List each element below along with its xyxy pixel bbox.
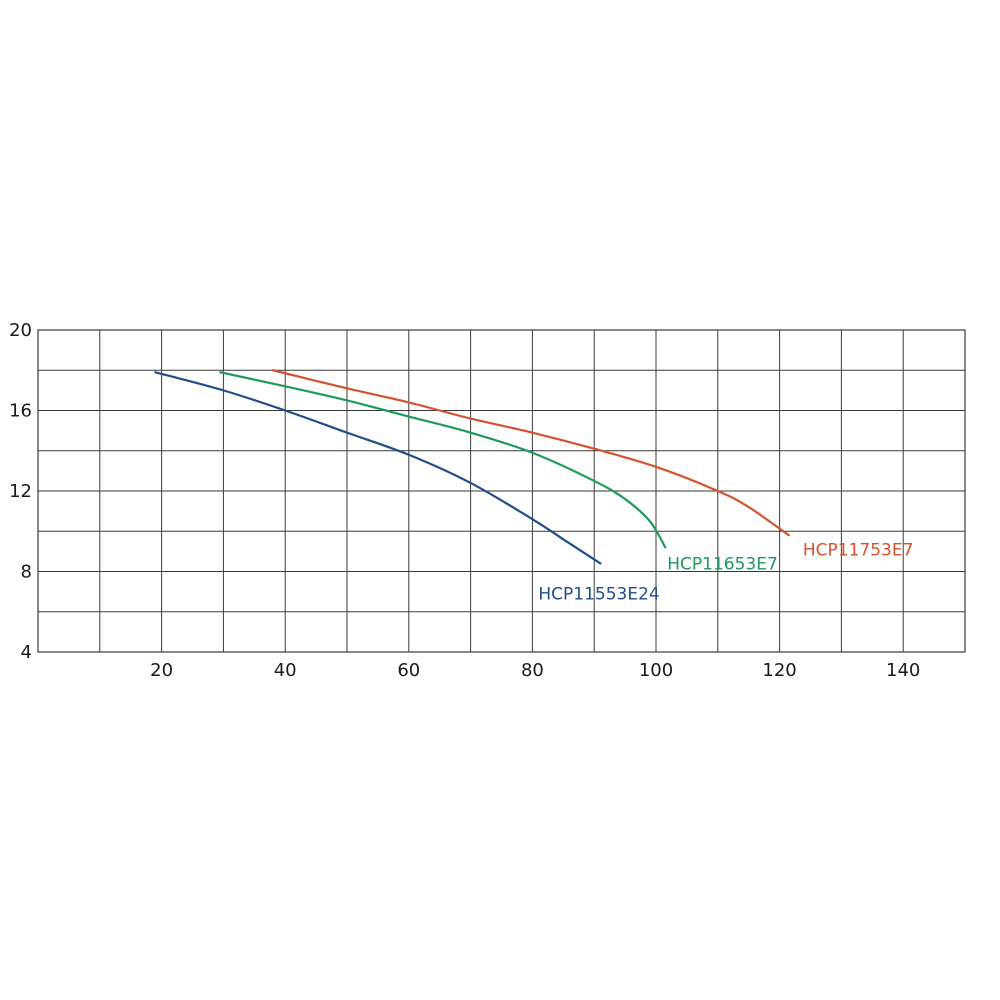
series-line-hcp11653e7 — [219, 371, 667, 549]
y-tick-label: 12 — [9, 481, 32, 502]
y-tick-label: 16 — [9, 401, 32, 422]
x-tick-label: 100 — [639, 660, 673, 681]
x-tick-label: 40 — [274, 660, 297, 681]
plot-frame — [37, 329, 966, 653]
series-label-hcp11653e7: HCP11653E7 — [667, 554, 778, 574]
series-label-hcp11753e7: HCP11753E7 — [803, 540, 914, 560]
y-tick-label: 20 — [9, 320, 32, 341]
series-line-hcp11753e7 — [271, 369, 790, 537]
grid — [38, 330, 965, 652]
y-tick-label: 4 — [21, 642, 32, 663]
y-axis-tick-labels: 4 8 12 16 20 — [9, 320, 32, 663]
x-axis-tick-labels: 20 40 60 80 100 120 140 — [150, 660, 920, 681]
x-tick-label: 80 — [521, 660, 544, 681]
x-tick-label: 60 — [397, 660, 420, 681]
y-tick-label: 8 — [21, 562, 32, 583]
series-lines — [154, 369, 790, 565]
x-tick-label: 20 — [150, 660, 173, 681]
series-label-hcp11553e24: HCP11553E24 — [538, 584, 659, 604]
series-labels: HCP11553E24 HCP11653E7 HCP11753E7 — [538, 540, 913, 604]
x-tick-label: 120 — [762, 660, 796, 681]
series-line-hcp11553e24 — [154, 371, 602, 565]
x-tick-label: 140 — [886, 660, 920, 681]
